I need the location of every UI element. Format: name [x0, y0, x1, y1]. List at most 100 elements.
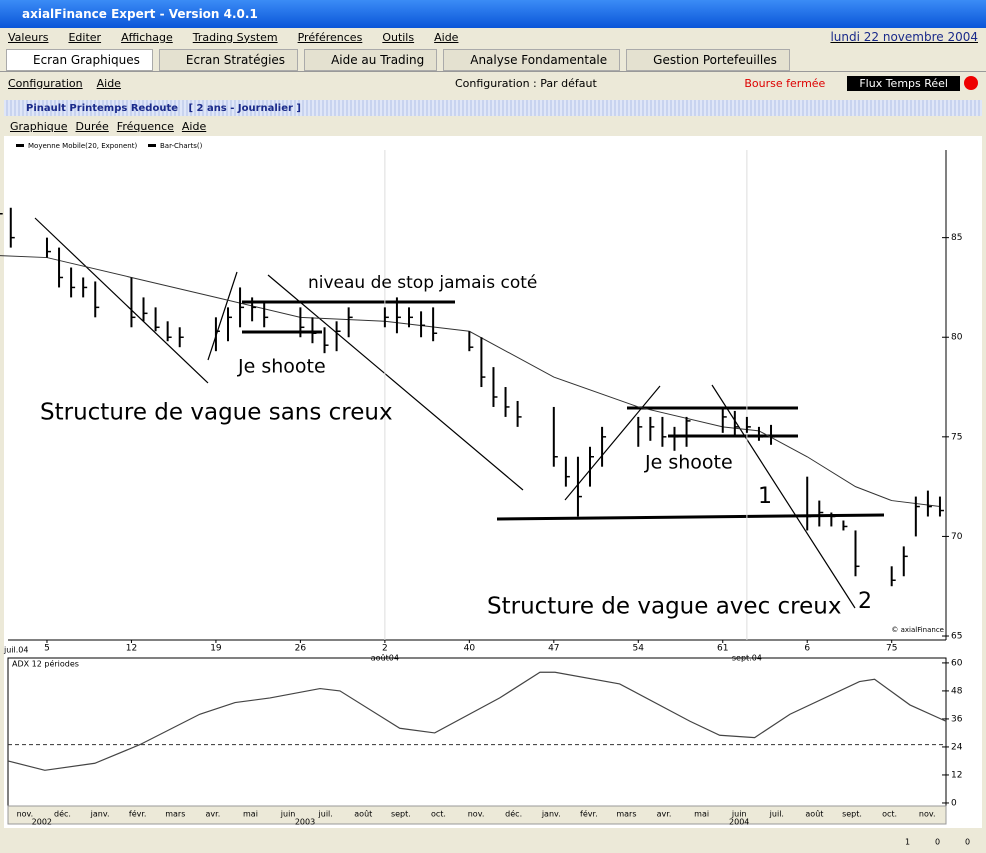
month-label: juin [280, 810, 296, 819]
chart-menu-item[interactable]: Durée [75, 119, 109, 133]
year-label: 2002 [32, 818, 52, 827]
y-tick-label: 60 [951, 658, 963, 668]
month-label: juin [731, 810, 747, 819]
month-label: mai [243, 810, 258, 819]
month-label: mai [694, 810, 709, 819]
annotation: 1 [758, 484, 772, 509]
chart-menu-item[interactable]: Aide [181, 119, 207, 133]
y-tick-label: 65 [951, 632, 962, 642]
month-label: sept. [842, 810, 862, 819]
market-status: Bourse fermée [744, 76, 826, 90]
config-label: Configuration : Par défaut [454, 76, 597, 90]
x-tick-label: 40 [464, 644, 476, 654]
annotation: Structure de vague sans creux [40, 400, 393, 426]
x-tick-label: 61 [717, 644, 728, 654]
month-label: nov. [919, 810, 936, 819]
tab[interactable]: Gestion Portefeuilles [626, 48, 790, 71]
month-label: nov. [468, 810, 485, 819]
trend-lines [34, 217, 856, 609]
x-tick-label: 2 [382, 644, 388, 654]
status-count: 0 [935, 838, 940, 847]
navigator [7, 805, 947, 825]
annotation: Je shoote [237, 356, 326, 378]
legend-label: Bar-Charts() [160, 142, 203, 150]
feed[interactable]: Flux Temps Réel [847, 75, 960, 91]
menu-item[interactable]: Aide [434, 30, 459, 44]
month-label: août [354, 810, 372, 819]
annotation: Structure de vague avec creux [487, 594, 841, 620]
window-title: axialFinance Expert - Version 4.0.1 [22, 7, 258, 21]
legend-swatch [16, 144, 24, 147]
x-tick-label: 54 [633, 644, 645, 654]
title-bar: axialFinance Expert - Version 4.0.1 [0, 0, 986, 28]
config-menu-item[interactable]: Configuration [8, 76, 83, 90]
x-tick-label: 12 [126, 644, 137, 654]
y-tick-label: 0 [951, 798, 957, 808]
month-label: juil. [318, 810, 333, 819]
panel-title: ADX 12 périodes [12, 659, 79, 669]
tab[interactable]: Aide au Trading [304, 48, 438, 71]
status-bar [0, 828, 986, 853]
menu-item[interactable]: Trading System [192, 30, 278, 44]
menu-item[interactable]: Préférences [297, 30, 363, 44]
legend-label: Moyenne Mobile(20, Exponent) [28, 142, 137, 150]
x-tick-label: 6 [804, 644, 810, 654]
y-tick-label: 36 [951, 714, 963, 724]
month-label: juil. [769, 810, 784, 819]
chart-title: Pinault Printemps Redoute [ 2 ans - Jour… [26, 102, 302, 114]
tab-bar: Ecran Graphiques Ecran Stratégies Aide au … [0, 48, 986, 72]
status-count: 0 [965, 838, 970, 847]
year-label: 2004 [729, 818, 749, 827]
month-label: avr. [657, 810, 672, 819]
period-label: juil.04 [3, 646, 28, 655]
annotation: Je shoote [644, 452, 733, 474]
month-label: févr. [580, 809, 598, 819]
feed-indicator[interactable] [964, 76, 978, 90]
month-label: oct. [882, 810, 897, 819]
menu-item[interactable]: Editer [68, 30, 102, 44]
month-label: déc. [54, 809, 71, 819]
chart-menu-item[interactable]: Graphique [10, 119, 68, 133]
moving-average [0, 255, 941, 508]
menu-bar: Valeurs Editer Affichage Trading System Préf… [0, 28, 986, 46]
month-label: janv. [541, 810, 561, 819]
y-tick-label: 75 [951, 432, 962, 442]
adx-line [7, 671, 947, 771]
menu-item[interactable]: Affichage [121, 30, 173, 44]
y-tick-label: 12 [951, 770, 962, 780]
config-bar: Configuration Aide Configuration : Par déf… [0, 74, 986, 92]
y-tick-label: 80 [951, 333, 963, 343]
menu-item[interactable]: Outils [382, 30, 415, 44]
annotation: niveau de stop jamais coté [308, 273, 537, 293]
annotation: 2 [858, 589, 872, 614]
menu-item[interactable]: Valeurs [8, 30, 49, 44]
y-tick-label: 85 [951, 233, 962, 243]
background [4, 136, 982, 828]
month-label: oct. [431, 810, 446, 819]
legend-swatch [148, 144, 156, 147]
tab[interactable]: Analyse Fondamentale [443, 48, 621, 71]
tab[interactable]: Ecran Graphiques [6, 48, 153, 71]
month-label: mars [616, 810, 636, 819]
y-tick-label: 24 [951, 742, 963, 752]
y-tick-label: 70 [951, 532, 963, 542]
month-label: janv. [90, 810, 110, 819]
month-label: déc. [505, 809, 522, 819]
config-menu-item[interactable]: Aide [96, 76, 121, 90]
month-label: févr. [129, 809, 147, 819]
y-tick-label: 48 [951, 686, 963, 696]
x-tick-label: 26 [295, 644, 307, 654]
month-label: avr. [206, 810, 221, 819]
levels [242, 300, 885, 521]
x-tick-label: 19 [210, 644, 222, 654]
chart-title-bar: Pinault Printemps Redoute [ 2 ans - Jour… [4, 100, 982, 116]
x-tick-label: 75 [886, 644, 897, 654]
month-label: mars [165, 810, 185, 819]
copyright: © axialFinance [891, 626, 944, 634]
chart-menu-item[interactable]: Fréquence [116, 119, 174, 133]
tab[interactable]: Ecran Stratégies [158, 48, 299, 71]
date: lundi 22 novembre 2004 [830, 30, 978, 44]
chart-menu: Graphique Durée Fréquence Aide [0, 118, 986, 134]
